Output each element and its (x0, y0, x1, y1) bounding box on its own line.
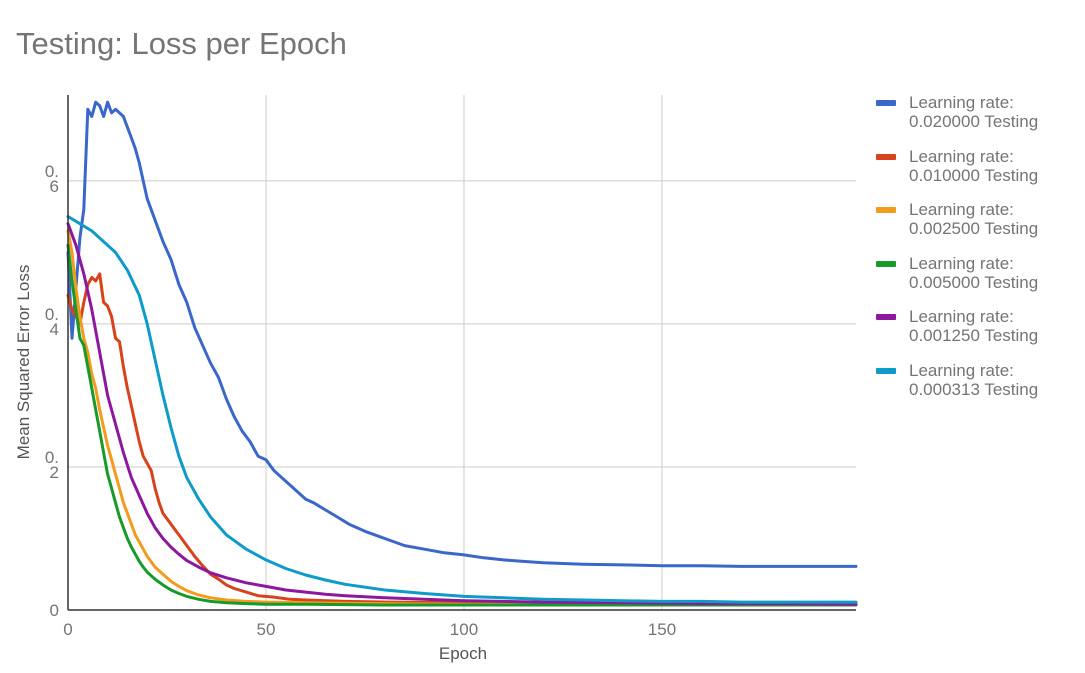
legend-item[interactable]: Learning rate: 0.010000 Testing (876, 147, 1081, 201)
y-axis-title: Mean Squared Error Loss (14, 265, 33, 460)
axes (67, 95, 856, 611)
x-tick-label: 50 (257, 620, 276, 639)
legend-item[interactable]: Learning rate: 0.002500 Testing (876, 200, 1081, 254)
x-tick-label: 0 (63, 620, 72, 639)
legend-swatch (876, 100, 896, 106)
y-tick-label: 0. 4 (45, 305, 59, 339)
legend-swatch (876, 314, 896, 320)
y-tick-label: 0. 2 (45, 448, 59, 482)
legend-label: Learning rate: 0.001250 Testing (909, 307, 1039, 345)
x-tick-label: 100 (450, 620, 478, 639)
legend-swatch (876, 207, 896, 213)
legend-label: Learning rate: 0.020000 Testing (909, 93, 1039, 131)
legend-item[interactable]: Learning rate: 0.001250 Testing (876, 307, 1081, 361)
tick-labels: 0 0. 2 0. 4 0. 6 0 50 100 150 (45, 162, 676, 639)
legend-item[interactable]: Learning rate: 0.000313 Testing (876, 361, 1081, 415)
series-line-6 (66, 215, 858, 604)
series-line-1 (66, 100, 858, 568)
legend-swatch (876, 367, 896, 374)
x-axis-title: Epoch (439, 644, 487, 663)
legend-swatch (876, 260, 896, 267)
gridlines (68, 95, 856, 610)
x-tick-label: 150 (648, 620, 676, 639)
series-line-4 (66, 243, 858, 607)
y-tick-label: 0 (50, 601, 59, 620)
series-line-5 (66, 222, 858, 606)
series-line-2 (66, 272, 858, 606)
series-line-3 (66, 229, 858, 606)
legend-label: Learning rate: 0.000313 Testing (909, 360, 1039, 399)
legend-swatch (876, 153, 896, 160)
legend-item[interactable]: Learning rate: 0.005000 Testing (876, 254, 1081, 308)
series-lines (66, 100, 858, 607)
y-tick-label: 0. 6 (45, 162, 59, 196)
legend-label: Learning rate: 0.010000 Testing (909, 146, 1039, 185)
legend-label: Learning rate: 0.005000 Testing (909, 253, 1039, 292)
legend-label: Learning rate: 0.002500 Testing (909, 200, 1039, 238)
legend: Learning rate: 0.020000 Testing Learning … (876, 93, 1081, 414)
chart-title: Testing: Loss per Epoch (16, 26, 347, 61)
legend-item[interactable]: Learning rate: 0.020000 Testing (876, 93, 1081, 147)
